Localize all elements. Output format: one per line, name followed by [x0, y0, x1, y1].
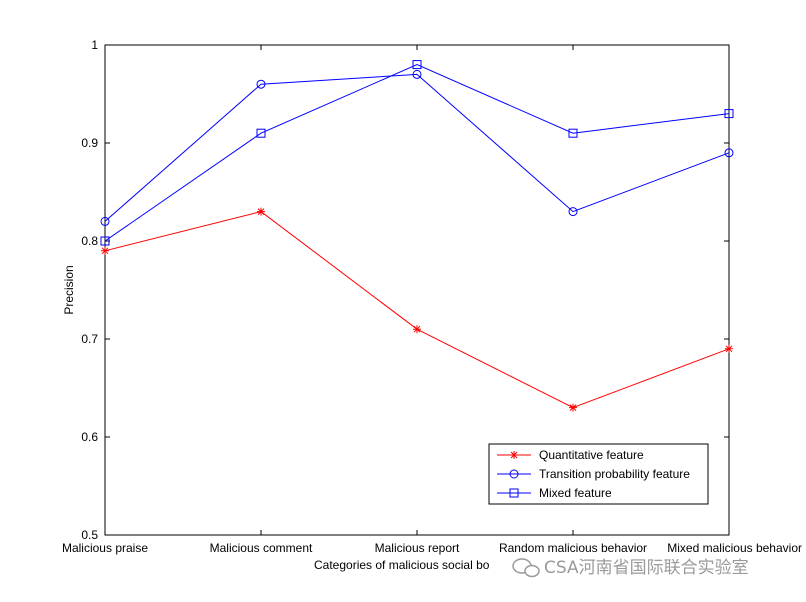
data-point [568, 207, 578, 217]
legend-marker [510, 451, 518, 459]
legend-label: Quantitative feature [539, 448, 644, 462]
watermark-text: CSA河南省国际联合实验室 [544, 558, 749, 578]
y-tick-label: 0.8 [81, 234, 98, 248]
legend-entry: Quantitative feature [497, 448, 644, 462]
series-1 [101, 207, 733, 412]
y-tick-label: 0.9 [81, 136, 98, 150]
data-point [257, 207, 265, 216]
x-tick-label: Mixed malicious behavior [667, 541, 802, 555]
data-point [100, 216, 110, 226]
x-tick-label: Random malicious behavior [499, 541, 647, 555]
x-tick-label: Malicious comment [210, 541, 313, 555]
y-tick-label: 0.5 [81, 528, 98, 542]
legend-label: Mixed feature [539, 486, 612, 500]
data-point [100, 236, 110, 246]
data-point [412, 69, 422, 79]
x-tick-label: Malicious report [375, 541, 460, 555]
data-point [569, 403, 577, 412]
legend-marker [509, 488, 519, 498]
y-axis-label: Precision [62, 265, 76, 314]
data-point [724, 148, 734, 158]
legend-marker [509, 469, 519, 479]
watermark: CSA河南省国际联合实验室 [512, 558, 749, 578]
legend: Quantitative feature Transition probabili… [488, 443, 709, 505]
legend-label: Transition probability feature [539, 467, 690, 481]
series-line [104, 64, 730, 242]
series-2 [100, 69, 734, 226]
legend-entry: Mixed feature [497, 486, 612, 500]
legend-entry: Transition probability feature [497, 467, 690, 481]
series-3 [100, 60, 734, 246]
data-point [413, 325, 421, 334]
data-point [256, 79, 266, 89]
x-tick-label: Malicious praise [62, 541, 148, 555]
series-line [104, 73, 730, 222]
wechat-icon [512, 558, 540, 578]
x-axis-label: Categories of malicious social bo [314, 558, 490, 572]
data-point [568, 128, 578, 138]
data-point [256, 128, 266, 138]
y-tick-label: 0.6 [81, 430, 98, 444]
x-axis-ticks: Malicious praise Malicious comment Malicio… [62, 45, 802, 555]
y-tick-label: 1 [91, 38, 98, 52]
series-layer [100, 60, 734, 412]
legend-items: Quantitative feature Transition probabili… [497, 448, 690, 500]
y-axis-ticks: 0.5 0.6 0.7 0.8 0.9 1 [81, 38, 729, 542]
data-point [412, 60, 422, 70]
y-tick-label: 0.7 [81, 332, 98, 346]
data-point [724, 109, 734, 119]
data-point [101, 246, 109, 255]
data-point [725, 344, 733, 353]
